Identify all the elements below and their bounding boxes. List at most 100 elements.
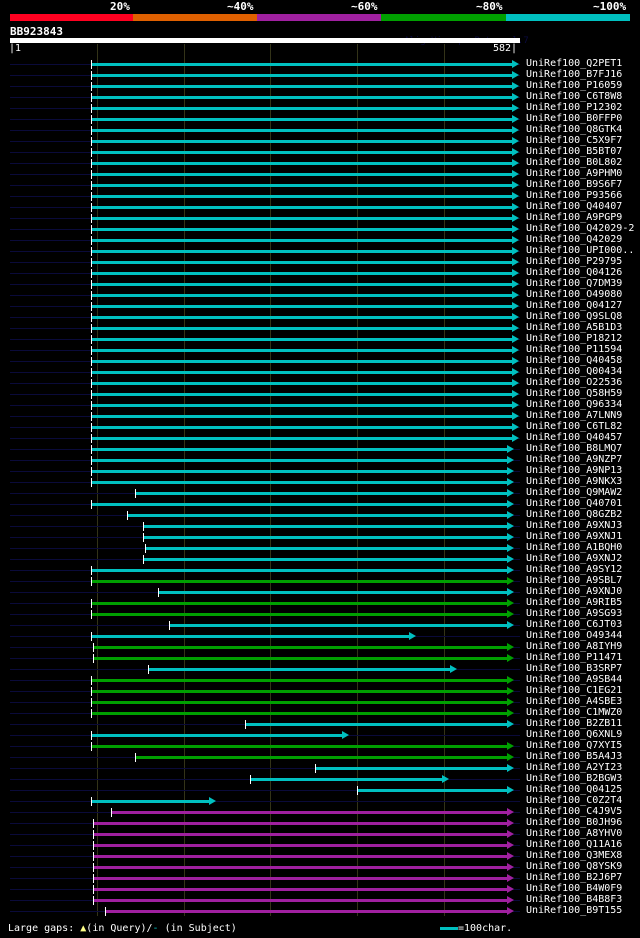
hit-label[interactable]: UniRef100_A9SY12 xyxy=(526,564,623,575)
hit-row[interactable]: UniRef100_Q3MEX8 xyxy=(0,850,640,862)
hit-label[interactable]: UniRef100_Q11A16 xyxy=(526,839,623,850)
hit-row[interactable]: UniRef100_Q2PET1 xyxy=(0,58,640,70)
hit-label[interactable]: UniRef100_A8IYH9 xyxy=(526,641,623,652)
hit-row[interactable]: UniRef100_A9SB44 xyxy=(0,674,640,686)
hit-row[interactable]: UniRef100_B4W0F9 xyxy=(0,883,640,895)
hit-row[interactable]: UniRef100_Q40701 xyxy=(0,498,640,510)
hit-label[interactable]: UniRef100_Q8GTK4 xyxy=(526,124,623,135)
hit-row[interactable]: UniRef100_A9RIB5 xyxy=(0,597,640,609)
hit-label[interactable]: UniRef100_C6T8W8 xyxy=(526,91,623,102)
hit-row[interactable]: UniRef100_Q8YSK9 xyxy=(0,861,640,873)
hit-row[interactable]: UniRef100_P16059 xyxy=(0,80,640,92)
hit-row[interactable]: UniRef100_Q04125 xyxy=(0,784,640,796)
hit-label[interactable]: UniRef100_P11471 xyxy=(526,652,623,663)
hit-row[interactable]: UniRef100_A9XNJ0 xyxy=(0,586,640,598)
hit-label[interactable]: UniRef100_B4W0F9 xyxy=(526,883,623,894)
hit-label[interactable]: UniRef100_C1EG21 xyxy=(526,685,623,696)
hit-row[interactable]: UniRef100_A9XNJ3 xyxy=(0,520,640,532)
hit-row[interactable]: UniRef100_P12302 xyxy=(0,102,640,114)
hit-label[interactable]: UniRef100_C6TL82 xyxy=(526,421,623,432)
hit-label[interactable]: UniRef100_B0FFP0 xyxy=(526,113,623,124)
hit-label[interactable]: UniRef100_Q42029-2 xyxy=(526,223,635,234)
hit-row[interactable]: UniRef100_B9T155 xyxy=(0,905,640,917)
hit-row[interactable]: UniRef100_A9NZP7 xyxy=(0,454,640,466)
hit-row[interactable]: UniRef100_B2BGW3 xyxy=(0,773,640,785)
hit-row[interactable]: UniRef100_C1MWZ0 xyxy=(0,707,640,719)
hit-label[interactable]: UniRef100_O49344 xyxy=(526,630,623,641)
hit-label[interactable]: UniRef100_P12302 xyxy=(526,102,623,113)
hit-row[interactable]: UniRef100_A9NKX3 xyxy=(0,476,640,488)
hit-label[interactable]: UniRef100_C5X9F7 xyxy=(526,135,623,146)
hit-row[interactable]: UniRef100_A9SG93 xyxy=(0,608,640,620)
hit-label[interactable]: UniRef100_O49080 xyxy=(526,289,623,300)
hit-row[interactable]: UniRef100_C4J9V5 xyxy=(0,806,640,818)
hit-label[interactable]: UniRef100_Q58H59 xyxy=(526,388,623,399)
hit-row[interactable]: UniRef100_B0L802 xyxy=(0,157,640,169)
hit-row[interactable]: UniRef100_UPI000.. xyxy=(0,245,640,257)
hit-row[interactable]: UniRef100_C6JT03 xyxy=(0,619,640,631)
hit-label[interactable]: UniRef100_A1BQH0 xyxy=(526,542,623,553)
hit-row[interactable]: UniRef100_A5B1D3 xyxy=(0,322,640,334)
hit-label[interactable]: UniRef100_A9NZP7 xyxy=(526,454,623,465)
hit-row[interactable]: UniRef100_P11471 xyxy=(0,652,640,664)
hit-row[interactable]: UniRef100_O49344 xyxy=(0,630,640,642)
hit-row[interactable]: UniRef100_A9XNJ2 xyxy=(0,553,640,565)
hit-label[interactable]: UniRef100_A9PGP9 xyxy=(526,212,623,223)
hit-label[interactable]: UniRef100_Q40407 xyxy=(526,201,623,212)
hit-label[interactable]: UniRef100_B5A4J3 xyxy=(526,751,623,762)
hit-label[interactable]: UniRef100_Q3MEX8 xyxy=(526,850,623,861)
hit-row[interactable]: UniRef100_A9SY12 xyxy=(0,564,640,576)
hit-label[interactable]: UniRef100_B0JH96 xyxy=(526,817,623,828)
hit-label[interactable]: UniRef100_Q04126 xyxy=(526,267,623,278)
hit-label[interactable]: UniRef100_B0L802 xyxy=(526,157,623,168)
hit-row[interactable]: UniRef100_Q42029 xyxy=(0,234,640,246)
hit-row[interactable]: UniRef100_A8YHV0 xyxy=(0,828,640,840)
hit-label[interactable]: UniRef100_B3SRP7 xyxy=(526,663,623,674)
hit-row[interactable]: UniRef100_Q8GTK4 xyxy=(0,124,640,136)
hit-row[interactable]: UniRef100_B2J6P7 xyxy=(0,872,640,884)
hit-label[interactable]: UniRef100_Q7XYI5 xyxy=(526,740,623,751)
hit-label[interactable]: UniRef100_Q7DM39 xyxy=(526,278,623,289)
hit-label[interactable]: UniRef100_C0Z2T4 xyxy=(526,795,623,806)
hit-row[interactable]: UniRef100_A9XNJ1 xyxy=(0,531,640,543)
hit-label[interactable]: UniRef100_Q8YSK9 xyxy=(526,861,623,872)
hit-row[interactable]: UniRef100_A1BQH0 xyxy=(0,542,640,554)
hit-row[interactable]: UniRef100_B4B8F3 xyxy=(0,894,640,906)
hit-row[interactable]: UniRef100_B2ZB11 xyxy=(0,718,640,730)
hit-label[interactable]: UniRef100_UPI000.. xyxy=(526,245,635,256)
hit-row[interactable]: UniRef100_B5BT07 xyxy=(0,146,640,158)
hit-label[interactable]: UniRef100_A9SB44 xyxy=(526,674,623,685)
hit-row[interactable]: UniRef100_A9PHM0 xyxy=(0,168,640,180)
hit-label[interactable]: UniRef100_A9NKX3 xyxy=(526,476,623,487)
hit-label[interactable]: UniRef100_O22536 xyxy=(526,377,623,388)
hit-row[interactable]: UniRef100_B9S6F7 xyxy=(0,179,640,191)
hit-row[interactable]: UniRef100_Q58H59 xyxy=(0,388,640,400)
hit-row[interactable]: UniRef100_B7FJ16 xyxy=(0,69,640,81)
hit-row[interactable]: UniRef100_B0JH96 xyxy=(0,817,640,829)
hit-row[interactable]: UniRef100_Q7XYI5 xyxy=(0,740,640,752)
hit-label[interactable]: UniRef100_A2YI23 xyxy=(526,762,623,773)
hit-row[interactable]: UniRef100_A9PGP9 xyxy=(0,212,640,224)
hit-row[interactable]: UniRef100_Q40458 xyxy=(0,355,640,367)
hit-row[interactable]: UniRef100_B8LMQ7 xyxy=(0,443,640,455)
hit-row[interactable]: UniRef100_Q96334 xyxy=(0,399,640,411)
hit-row[interactable]: UniRef100_Q8GZB2 xyxy=(0,509,640,521)
hit-label[interactable]: UniRef100_Q9SLQ8 xyxy=(526,311,623,322)
hit-row[interactable]: UniRef100_O49080 xyxy=(0,289,640,301)
hit-label[interactable]: UniRef100_Q96334 xyxy=(526,399,623,410)
hit-label[interactable]: UniRef100_A9XNJ1 xyxy=(526,531,623,542)
hit-row[interactable]: UniRef100_Q11A16 xyxy=(0,839,640,851)
hit-label[interactable]: UniRef100_Q8GZB2 xyxy=(526,509,623,520)
hit-row[interactable]: UniRef100_A8IYH9 xyxy=(0,641,640,653)
hit-label[interactable]: UniRef100_P11594 xyxy=(526,344,623,355)
hit-row[interactable]: UniRef100_B3SRP7 xyxy=(0,663,640,675)
hit-row[interactable]: UniRef100_C6T8W8 xyxy=(0,91,640,103)
hit-row[interactable]: UniRef100_A4SBE3 xyxy=(0,696,640,708)
hit-label[interactable]: UniRef100_Q00434 xyxy=(526,366,623,377)
hit-row[interactable]: UniRef100_Q04126 xyxy=(0,267,640,279)
hit-row[interactable]: UniRef100_A9NP13 xyxy=(0,465,640,477)
hit-label[interactable]: UniRef100_A5B1D3 xyxy=(526,322,623,333)
hit-row[interactable]: UniRef100_P18212 xyxy=(0,333,640,345)
hit-row[interactable]: UniRef100_Q40407 xyxy=(0,201,640,213)
hit-label[interactable]: UniRef100_A9PHM0 xyxy=(526,168,623,179)
